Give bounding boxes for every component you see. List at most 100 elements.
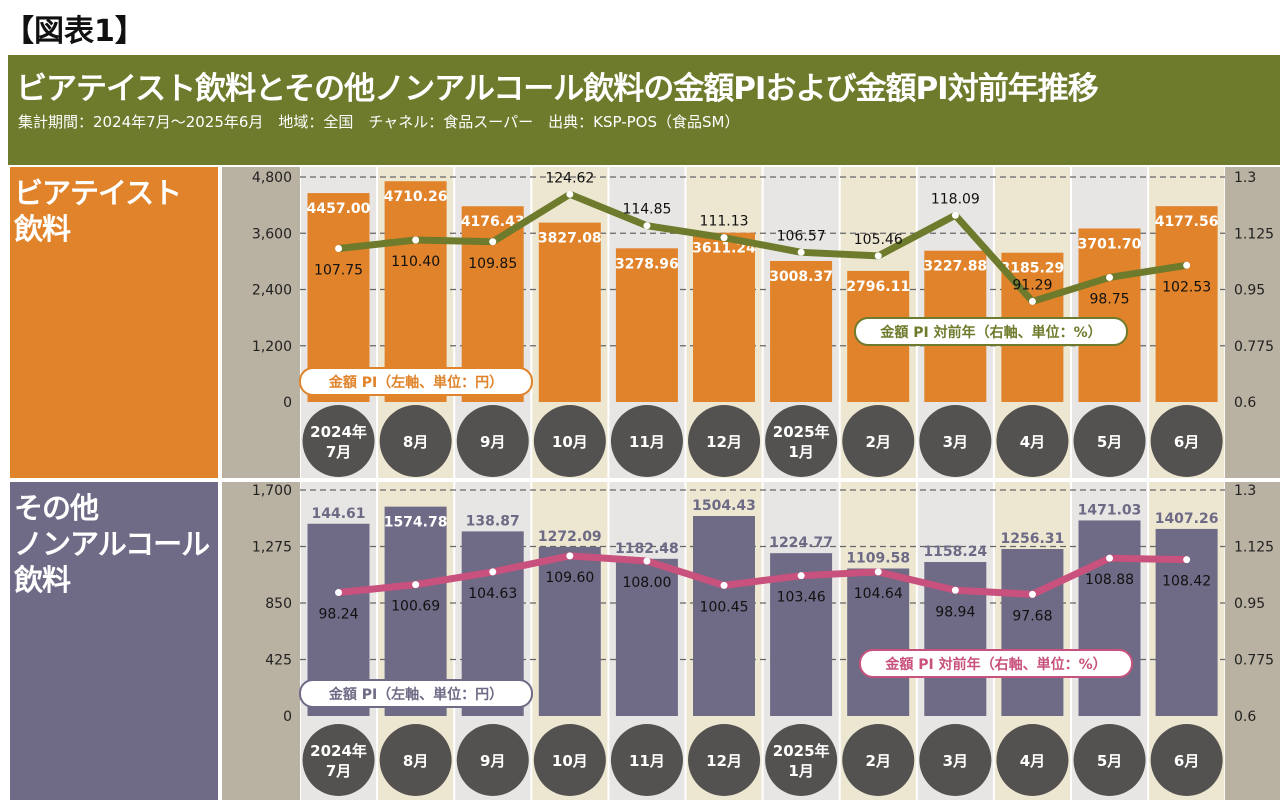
left-axis-band: [222, 482, 300, 800]
line-value-label: 118.09: [931, 191, 980, 207]
line-value-label: 124.62: [545, 170, 594, 186]
month-label: 6月: [1174, 752, 1199, 770]
month-circle: [919, 724, 992, 796]
month-circle: [688, 405, 761, 477]
month-label: 12月: [706, 433, 742, 451]
month-label: 9月: [480, 433, 505, 451]
month-circle: [456, 724, 529, 796]
bar: [847, 568, 910, 716]
line-point: [335, 245, 343, 253]
left-axis-tick: 425: [265, 653, 292, 669]
bar-value-label: 3827.08: [538, 231, 602, 247]
line-series: [338, 190, 1188, 305]
month-label: 2025年: [773, 742, 830, 760]
left-axis-tick: 850: [265, 596, 292, 612]
line-point: [1028, 297, 1036, 305]
month-circle: [1073, 724, 1146, 796]
left-axis-tick: 1,700: [252, 483, 292, 499]
bar-value-label: 4457.00: [307, 201, 371, 217]
month-label: 12月: [706, 752, 742, 770]
line-value-label: 103.46: [777, 590, 826, 606]
right-axis-tick: 1.125: [1234, 226, 1274, 242]
month-circle: [1073, 405, 1146, 477]
month-label: 8月: [403, 433, 428, 451]
bar: [1001, 548, 1064, 716]
bar-value-label: 3227.88: [923, 259, 987, 275]
left-axis-tick: 0: [283, 709, 292, 725]
left-axis-band: [222, 167, 300, 478]
bar-value-label: 1504.43: [692, 498, 756, 514]
line-point: [1106, 554, 1114, 562]
line-value-label: 97.68: [1012, 608, 1052, 624]
bar-legend-label: 金額 PI（左軸、単位：円）: [328, 686, 503, 703]
month-label: 9月: [480, 752, 505, 770]
line-value-label: 108.42: [1162, 574, 1211, 590]
month-circle: [996, 405, 1069, 477]
line-legend-label: 金額 PI 対前年（右軸、単位：%）: [884, 656, 1106, 673]
line-value-label: 105.46: [854, 232, 903, 248]
bar-value-label: 144.61: [311, 506, 365, 522]
line-point: [412, 236, 420, 244]
month-label: 4月: [1020, 752, 1045, 770]
line-point: [951, 586, 959, 594]
bar-value-label: 4176.43: [461, 214, 525, 230]
line-point: [566, 552, 574, 560]
bar: [1078, 228, 1141, 402]
right-axis-tick: 0.775: [1234, 339, 1274, 355]
left-axis-tick: 3,600: [252, 226, 292, 242]
bar-value-label: 1224.77: [769, 535, 833, 551]
line-point: [874, 568, 882, 576]
right-axis-tick: 0.6: [1234, 395, 1256, 411]
line-point: [1106, 273, 1114, 281]
line-point: [643, 222, 651, 230]
panel-label-beer: ビアテイスト 飲料: [10, 167, 218, 478]
line-value-label: 100.69: [391, 599, 440, 615]
month-label: 8月: [403, 752, 428, 770]
month-label: 11月: [629, 433, 665, 451]
line-value-label: 98.75: [1090, 291, 1130, 307]
month-label: 5月: [1097, 433, 1122, 451]
line-point: [643, 557, 651, 565]
month-circle: [996, 724, 1069, 796]
line-point: [566, 190, 574, 198]
line-point: [720, 234, 728, 242]
bar: [1078, 520, 1141, 716]
month-label: 6月: [1174, 433, 1199, 451]
bar-value-label: 138.87: [466, 513, 520, 529]
line-value-label: 114.85: [622, 202, 671, 218]
line-value-label: 104.64: [854, 586, 903, 602]
bar: [615, 558, 678, 716]
bar-legend-label: 金額 PI（左軸、単位：円）: [328, 374, 503, 391]
bar-value-label: 3701.70: [1078, 236, 1142, 252]
bar: [615, 248, 678, 402]
month-circle: [842, 405, 915, 477]
panel-label-other: その他 ノンアルコール 飲料: [10, 482, 218, 800]
month-label: 3月: [943, 433, 968, 451]
bar-value-label: 1182.48: [615, 541, 679, 557]
right-axis-tick: 0.95: [1234, 596, 1265, 612]
left-axis-tick: 4,800: [252, 170, 292, 186]
bar-value-label: 3611.24: [692, 241, 756, 257]
bar: [693, 515, 755, 716]
bar-value-label: 4710.26: [384, 189, 448, 205]
month-label: 5月: [1097, 752, 1122, 770]
line-point: [489, 238, 497, 246]
month-circle: [688, 724, 761, 796]
month-circle: [379, 724, 452, 796]
bar: [693, 232, 755, 402]
line-value-label: 98.24: [319, 607, 359, 623]
right-axis-band: [1225, 167, 1280, 478]
right-axis-tick: 1.3: [1234, 483, 1256, 499]
month-circle: [1150, 405, 1223, 477]
line-legend: [854, 317, 1128, 346]
right-axis-band: [1225, 482, 1280, 800]
month-label: 2月: [866, 433, 891, 451]
line-legend: [859, 649, 1133, 678]
month-label: 7月: [326, 762, 351, 780]
line-value-label: 109.85: [468, 256, 517, 272]
month-circle: [302, 405, 375, 477]
bar-value-label: 1256.31: [1001, 531, 1065, 547]
month-label: 2025年: [773, 423, 830, 441]
chart-title: ビアテイスト飲料とその他ノンアルコール飲料の金額PIおよび金額PI対前年推移: [16, 71, 1099, 107]
bar-value-label: 3278.96: [615, 256, 679, 272]
